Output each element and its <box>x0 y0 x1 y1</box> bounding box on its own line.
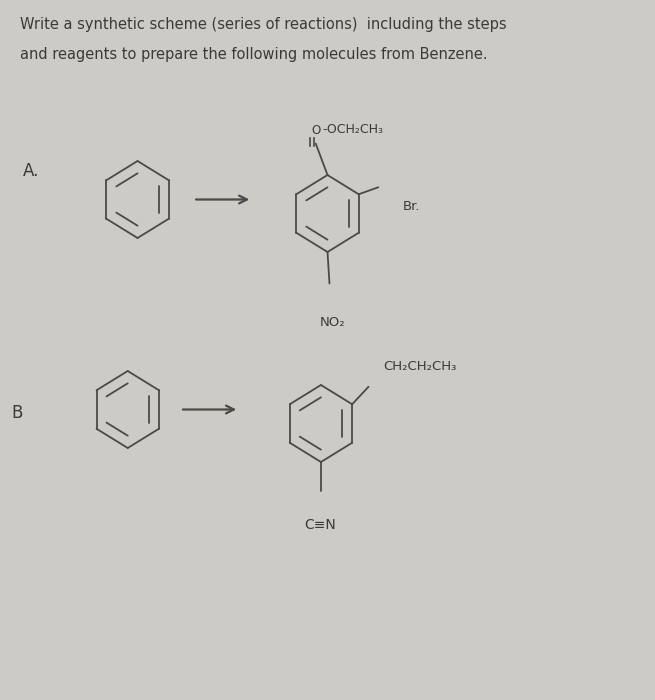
Text: A.: A. <box>23 162 39 181</box>
Text: and reagents to prepare the following molecules from Benzene.: and reagents to prepare the following mo… <box>20 47 487 62</box>
Text: C≡N: C≡N <box>305 518 336 532</box>
Text: -OCH₂CH₃: -OCH₂CH₃ <box>322 123 383 136</box>
Text: CH₂CH₂CH₃: CH₂CH₂CH₃ <box>383 360 457 372</box>
Text: Br.: Br. <box>403 200 421 213</box>
Text: Write a synthetic scheme (series of reactions)  including the steps: Write a synthetic scheme (series of reac… <box>20 18 506 32</box>
Text: B: B <box>12 404 23 422</box>
Text: O: O <box>311 125 320 137</box>
Text: NO₂: NO₂ <box>320 316 345 328</box>
